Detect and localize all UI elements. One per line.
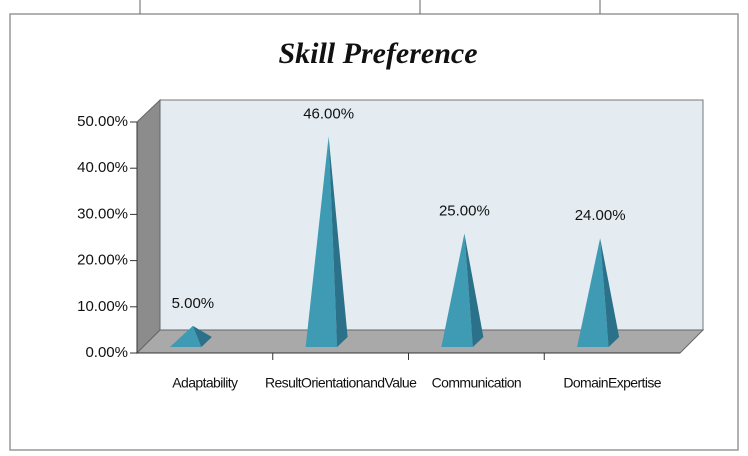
- y-tick-label: 40.00%: [77, 159, 128, 176]
- y-tick-label: 10.00%: [77, 298, 128, 315]
- x-tick-label: Communication: [432, 375, 521, 391]
- pyramid: [441, 233, 484, 347]
- pyramid-face: [577, 238, 609, 347]
- pyramid: [305, 136, 348, 347]
- pyramid-side: [328, 136, 348, 347]
- pyramid-face: [441, 233, 473, 347]
- pyramid-side: [600, 238, 620, 347]
- pyramid-side: [464, 233, 484, 347]
- pyramid: [577, 238, 620, 347]
- x-tick-label: ResultOrientationandValue: [265, 375, 417, 391]
- y-tick-label: 50.00%: [77, 113, 128, 130]
- pyramid-side: [192, 325, 212, 347]
- data-label: 24.00%: [575, 207, 626, 224]
- side-wall: [136, 98, 161, 355]
- y-tick-label: 30.00%: [77, 205, 128, 222]
- data-label: 46.00%: [303, 105, 354, 122]
- x-tick-label: Adaptability: [172, 375, 238, 391]
- pyramid-face: [305, 136, 338, 347]
- data-label: 25.00%: [439, 202, 490, 219]
- x-tick-label: DomainExpertise: [563, 375, 661, 391]
- y-tick-label: 20.00%: [77, 252, 128, 269]
- data-label: 5.00%: [172, 295, 215, 312]
- pyramid: [169, 325, 212, 347]
- y-tick-label: 0.00%: [85, 344, 128, 361]
- chart-title: Skill Preference: [278, 37, 477, 70]
- pyramid-face: [169, 325, 202, 347]
